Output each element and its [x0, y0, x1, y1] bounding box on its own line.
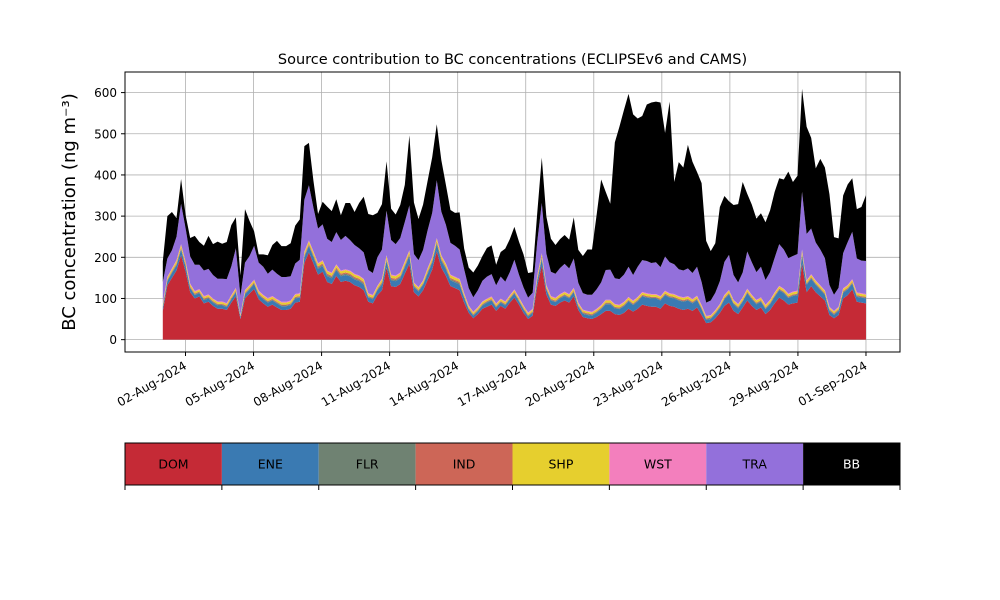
- legend-swatch-dom: [125, 443, 222, 485]
- x-tick-label: 17-Aug-2024: [455, 358, 529, 409]
- legend-label-wst: WST: [644, 457, 672, 472]
- legend: DOM ENE FLR IND SHP WST TRA BB: [124, 442, 901, 490]
- y-tick-label: 200: [94, 251, 117, 265]
- legend-swatch-bb: [803, 443, 900, 485]
- legend-label-tra: TRA: [742, 457, 768, 472]
- area-dom: [162, 251, 866, 340]
- y-axis-label: BC concentration (ng m⁻³): [59, 93, 80, 331]
- y-tick-label: 600: [94, 86, 117, 100]
- y-tick-label: 100: [94, 292, 117, 306]
- legend-swatch-tra: [706, 443, 804, 485]
- legend-label-shp: SHP: [549, 457, 574, 472]
- y-tick-label: 300: [94, 210, 117, 224]
- x-tick-label: 08-Aug-2024: [251, 358, 325, 409]
- legend-swatch-ene: [221, 443, 319, 485]
- stacked-areas: [162, 88, 866, 340]
- legend-label-ene: ENE: [258, 457, 283, 472]
- y-tick-label: 400: [94, 168, 117, 182]
- legend-swatch-wst: [609, 443, 707, 485]
- plot-frame: [124, 71, 901, 353]
- x-tick-label: 11-Aug-2024: [319, 358, 393, 409]
- area-bb: [162, 88, 866, 303]
- x-tick-label: 29-Aug-2024: [727, 358, 801, 409]
- legend-swatch-flr: [318, 443, 416, 485]
- x-tick-label: 14-Aug-2024: [387, 358, 461, 409]
- legend-swatch-ind: [415, 443, 513, 485]
- x-tick-label: 05-Aug-2024: [183, 358, 257, 409]
- legend-label-bb: BB: [843, 457, 860, 472]
- legend-label-dom: DOM: [158, 457, 188, 472]
- x-tick-label: 02-Aug-2024: [115, 358, 189, 409]
- legend-swatch-shp: [512, 443, 610, 485]
- legend-label-ind: IND: [453, 457, 476, 472]
- chart-title: Source contribution to BC concentrations…: [278, 52, 747, 68]
- y-tick-label: 0: [109, 333, 117, 347]
- x-tick-label: 01-Sep-2024: [796, 358, 870, 409]
- area-tra: [162, 180, 866, 316]
- legend-label-flr: FLR: [356, 457, 379, 472]
- x-tick-label: 23-Aug-2024: [591, 358, 665, 409]
- area-ene: [162, 243, 866, 324]
- x-tick-label: 20-Aug-2024: [523, 358, 597, 409]
- y-tick-label: 500: [94, 127, 117, 141]
- x-tick-label: 26-Aug-2024: [659, 358, 733, 409]
- area-shp: [162, 238, 866, 319]
